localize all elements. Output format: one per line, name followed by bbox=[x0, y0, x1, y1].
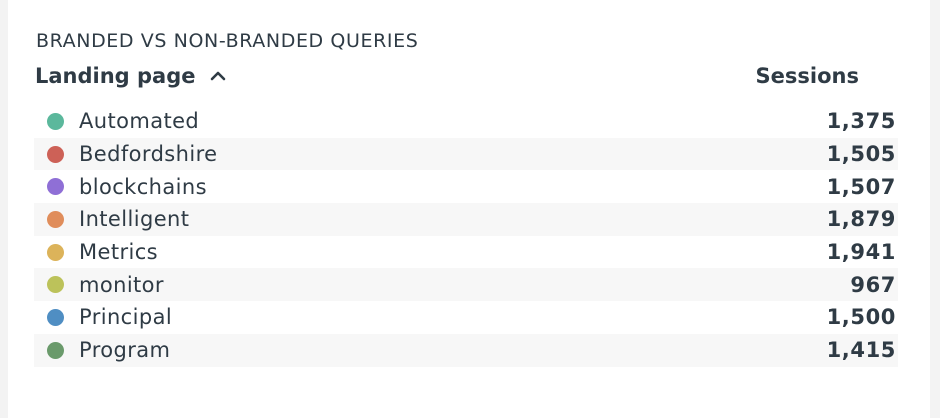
row-label: blockchains bbox=[79, 174, 207, 199]
table-row[interactable]: Program 1,415 bbox=[34, 333, 898, 367]
legend-dot bbox=[47, 308, 64, 326]
table-row[interactable]: Automated 1,375 bbox=[34, 105, 898, 138]
widget-card: BRANDED VS NON-BRANDED QUERIES Landing p… bbox=[8, 0, 930, 418]
row-value: 1,879 bbox=[826, 207, 896, 232]
table-header: Landing page Sessions bbox=[35, 64, 897, 96]
row-label: Program bbox=[79, 338, 171, 363]
widget-title: BRANDED VS NON-BRANDED QUERIES bbox=[36, 30, 419, 52]
row-value: 1,500 bbox=[826, 305, 896, 330]
landing-page-column-header[interactable]: Landing page bbox=[35, 64, 226, 88]
row-label: Automated bbox=[79, 109, 200, 134]
table-body: Automated 1,375 Bedfordshire 1,505 block… bbox=[34, 105, 898, 367]
row-label: monitor bbox=[79, 272, 164, 297]
legend-dot bbox=[47, 243, 64, 261]
row-value: 1,507 bbox=[826, 174, 896, 199]
row-value: 1,415 bbox=[826, 338, 896, 363]
table-row[interactable]: monitor 967 bbox=[34, 268, 898, 302]
table-row[interactable]: Bedfordshire 1,505 bbox=[34, 137, 898, 171]
legend-dot bbox=[47, 178, 64, 196]
legend-dot bbox=[47, 112, 64, 130]
landing-page-column-label: Landing page bbox=[35, 64, 196, 88]
sessions-column-header[interactable]: Sessions bbox=[755, 64, 859, 88]
legend-dot bbox=[47, 341, 64, 359]
chevron-up-icon[interactable] bbox=[210, 68, 226, 84]
table-row[interactable]: Metrics 1,941 bbox=[34, 236, 898, 269]
row-value: 1,941 bbox=[826, 240, 896, 265]
row-label: Intelligent bbox=[79, 207, 190, 232]
row-value: 967 bbox=[850, 272, 896, 297]
table-row[interactable]: Principal 1,500 bbox=[34, 301, 898, 334]
row-value: 1,375 bbox=[826, 109, 896, 134]
row-label: Principal bbox=[79, 305, 173, 330]
table-row[interactable]: blockchains 1,507 bbox=[34, 170, 898, 203]
legend-dot bbox=[47, 145, 64, 163]
table-row[interactable]: Intelligent 1,879 bbox=[34, 203, 898, 236]
row-value: 1,505 bbox=[826, 142, 896, 167]
legend-dot bbox=[47, 276, 64, 294]
legend-dot bbox=[47, 210, 64, 228]
row-label: Metrics bbox=[79, 240, 159, 265]
row-label: Bedfordshire bbox=[79, 142, 218, 167]
